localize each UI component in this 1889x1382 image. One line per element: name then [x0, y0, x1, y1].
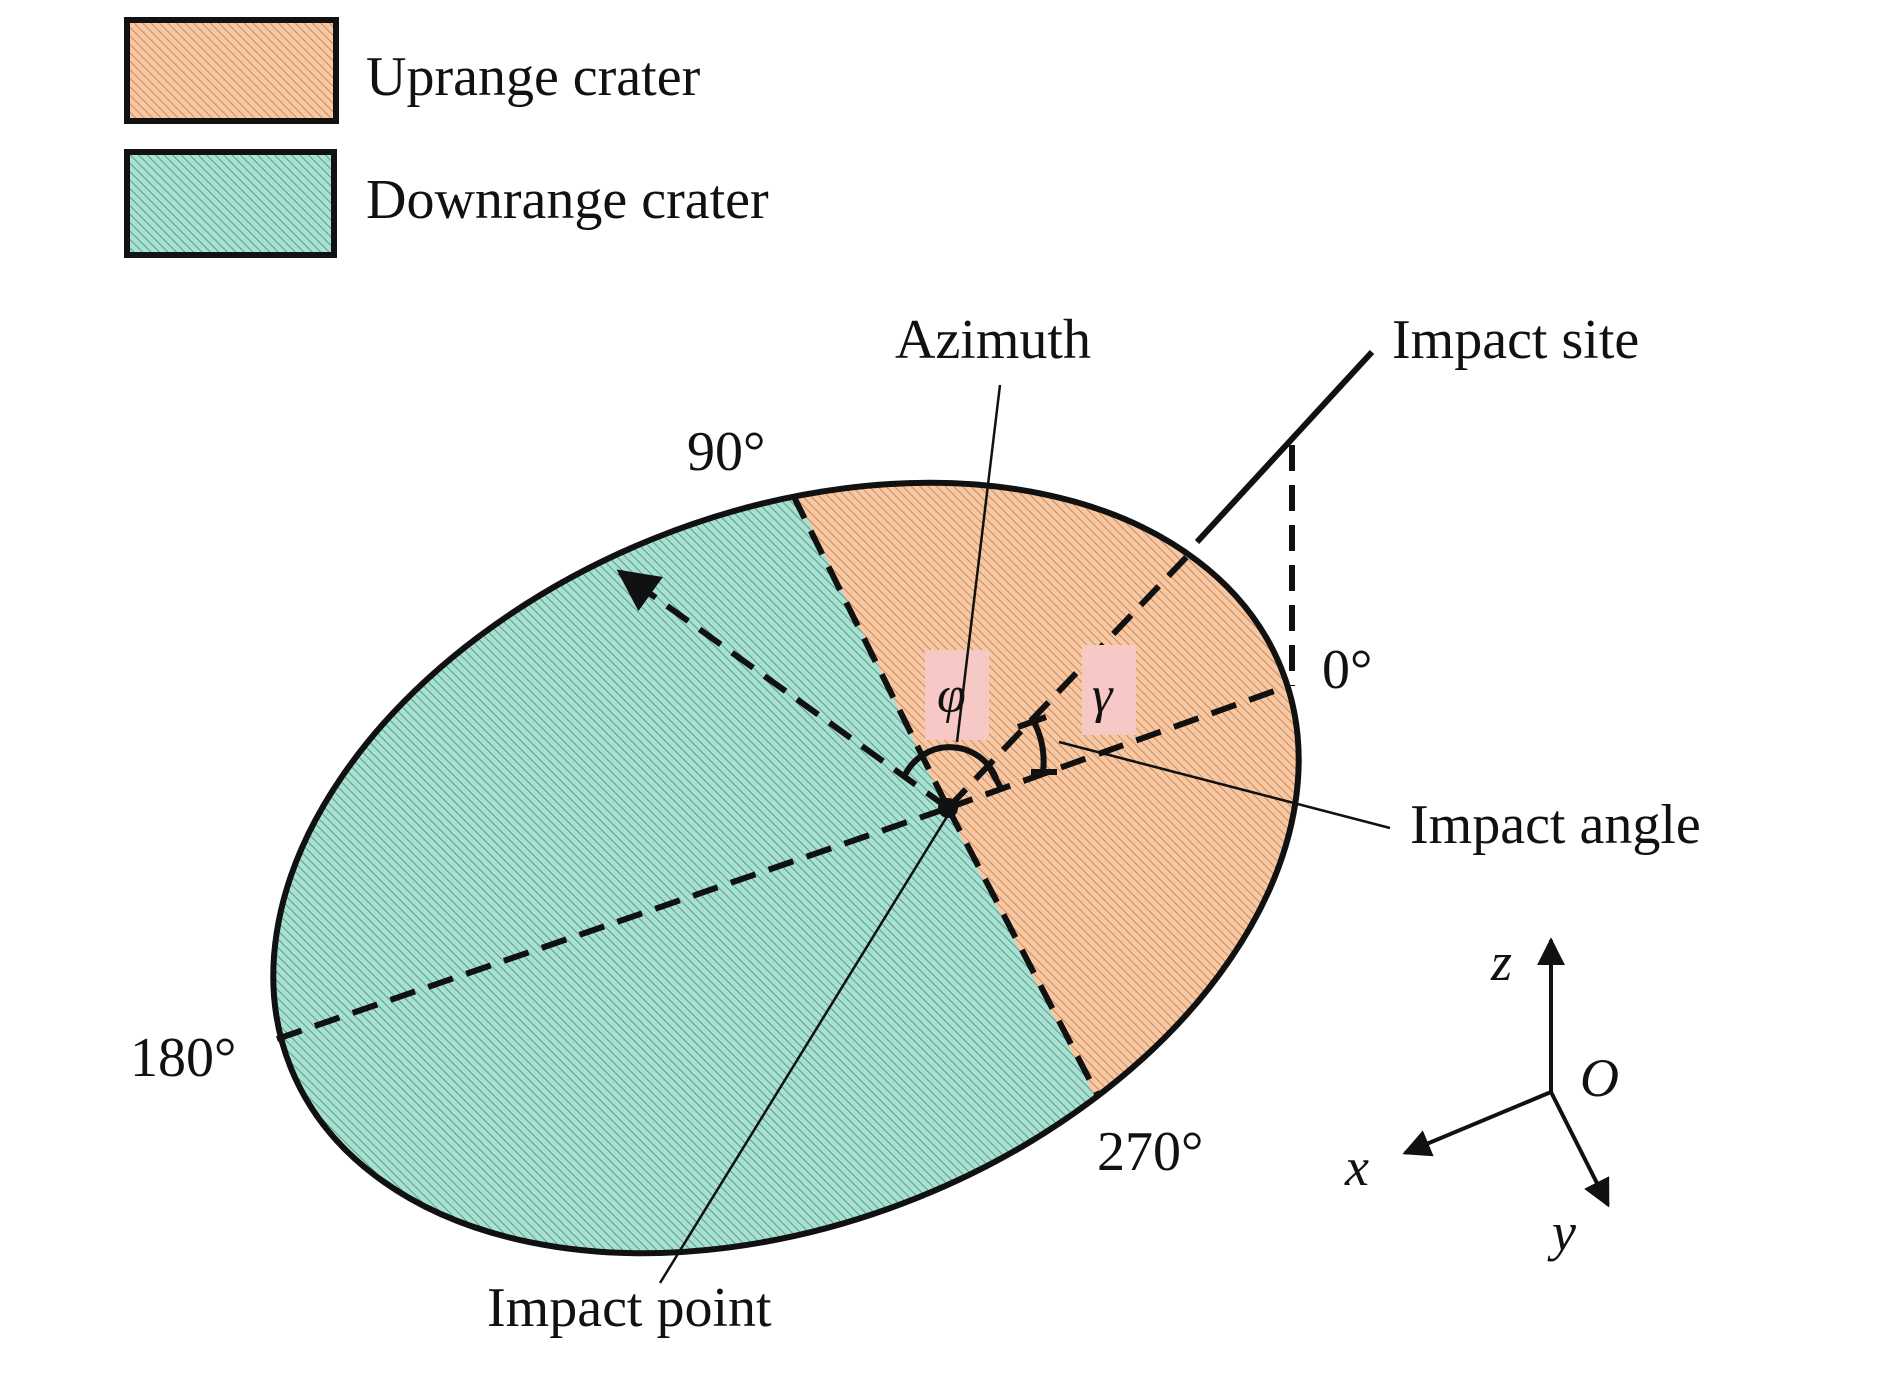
gamma-symbol: γ	[1092, 667, 1114, 724]
impact-angle-leader	[1058, 740, 1391, 830]
impact-point-marker	[938, 798, 958, 818]
trajectory-solid	[1194, 349, 1375, 545]
degree-90-label: 90°	[687, 421, 765, 483]
azimuth-arc-tick	[985, 763, 1005, 792]
crater-ellipse	[200, 350, 1415, 1280]
angle-arcs	[902, 714, 1057, 792]
origin-label: O	[1580, 1048, 1619, 1108]
azimuth-label: Azimuth	[895, 309, 1091, 371]
legend: Uprange crater Downrange crater	[124, 17, 769, 258]
legend-swatch-uprange	[124, 17, 339, 124]
degree-180-label: 180°	[130, 1027, 236, 1089]
impact-site-label: Impact site	[1392, 309, 1639, 371]
impact-point-leader	[658, 814, 950, 1284]
boundary-line-270	[945, 806, 1100, 1096]
degree-270-label: 270°	[1097, 1121, 1203, 1183]
x-axis	[1402, 1090, 1552, 1157]
legend-label-uprange: Uprange crater	[366, 46, 701, 108]
leader-lines	[658, 384, 1391, 1284]
impact-point-label: Impact point	[487, 1277, 772, 1339]
phi-label-box	[925, 650, 989, 740]
x-axis-label: x	[1344, 1137, 1369, 1197]
downrange-direction-arrow	[616, 569, 950, 811]
y-axis	[1549, 1091, 1610, 1208]
crater-outline	[270, 479, 1302, 1257]
impact-angle-tick-top	[1016, 714, 1048, 730]
y-axis-label: y	[1547, 1202, 1576, 1262]
degree-0-label: 0°	[1322, 639, 1372, 701]
impact-angle-label: Impact angle	[1410, 794, 1701, 856]
legend-label-downrange: Downrange crater	[366, 169, 769, 231]
z-axis-label: z	[1490, 932, 1512, 992]
gamma-label-box	[1082, 645, 1136, 735]
legend-swatch-downrange	[124, 149, 337, 258]
coordinate-axes	[1402, 937, 1610, 1208]
azimuth-leader	[955, 384, 1002, 743]
